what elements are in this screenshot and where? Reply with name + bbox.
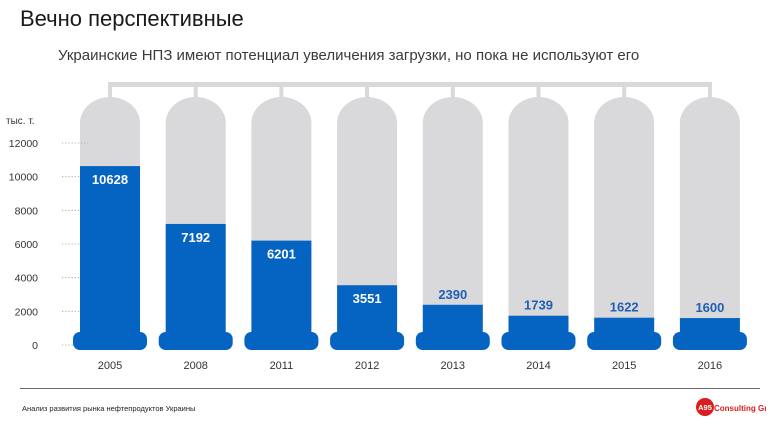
bar-2008	[165, 223, 226, 341]
data-label-2012: 3551	[353, 291, 382, 306]
tank-background	[679, 97, 740, 350]
x-tick-label: 2005	[98, 360, 122, 372]
footer-divider	[20, 388, 760, 389]
x-tick-label: 2012	[355, 360, 379, 372]
pipe-connector	[108, 82, 712, 107]
data-label-2008: 7192	[181, 230, 210, 245]
y-axis-unit: тыс. т.	[6, 116, 35, 127]
tank-background	[508, 97, 569, 350]
y-axis: тыс. т. 0 2000 4000 6000 8000 10000 12000	[6, 116, 88, 352]
pipe-vertical	[450, 82, 455, 107]
data-label-2016: 1600	[695, 300, 724, 315]
footer-source: Анализ развития рынка нефтепродуктов Укр…	[22, 404, 196, 413]
data-labels: 10628 7192 6201 3551 2390 1739 1622 1600	[92, 172, 724, 315]
x-tick-label: 2015	[612, 360, 636, 372]
bar-2011	[251, 240, 312, 341]
x-tick-label: 2016	[698, 360, 722, 372]
page-title: Вечно перспективные	[20, 6, 244, 31]
bar-2005	[80, 166, 140, 341]
x-tick-label: 2011	[270, 360, 294, 372]
pipe-horizontal	[108, 82, 712, 87]
data-label-2015: 1622	[610, 300, 639, 315]
bar-2013	[422, 304, 483, 341]
y-tick-label: 8000	[15, 205, 39, 217]
pipe-vertical	[279, 82, 284, 107]
data-label-2014: 1739	[524, 298, 553, 313]
y-tick-label: 10000	[9, 172, 38, 184]
y-tick-label: 0	[32, 340, 38, 352]
data-label-2005: 10628	[92, 172, 128, 187]
bar-2015	[594, 317, 655, 341]
tank-background	[422, 97, 483, 350]
y-tick-label: 2000	[15, 306, 39, 318]
bar-2016	[679, 318, 740, 341]
pipe-vertical	[707, 82, 712, 107]
y-tick-label: 12000	[9, 138, 38, 150]
logo-mark-icon	[696, 398, 714, 416]
y-tick-label: 4000	[15, 273, 39, 285]
bar-2012	[337, 285, 398, 341]
bar-2014	[508, 315, 569, 341]
pipe-vertical	[365, 82, 370, 107]
bars	[73, 166, 747, 350]
x-axis: 2005 2008 2011 2012 2013 2014 2015 2016	[98, 360, 722, 372]
tank-background	[594, 97, 655, 350]
page-subtitle: Украинские НПЗ имеют потенциал увеличени…	[58, 47, 640, 64]
logo-text: Consulting Group	[714, 404, 766, 413]
x-tick-label: 2013	[441, 360, 465, 372]
refinery-load-chart: тыс. т. 0 2000 4000 6000 8000 10000 12000 1062…	[6, 82, 747, 372]
y-tick-label: 6000	[15, 239, 39, 251]
x-tick-label: 2014	[526, 360, 550, 372]
pipe-vertical	[193, 82, 198, 107]
pipe-vertical	[108, 82, 112, 107]
logo-mark: A95	[698, 403, 712, 412]
data-label-2013: 2390	[438, 287, 467, 302]
company-logo: A95 Consulting Group	[696, 398, 766, 416]
data-label-2011: 6201	[267, 247, 296, 262]
pipe-vertical	[622, 82, 627, 107]
x-tick-label: 2008	[183, 360, 207, 372]
pipe-vertical	[536, 82, 541, 107]
